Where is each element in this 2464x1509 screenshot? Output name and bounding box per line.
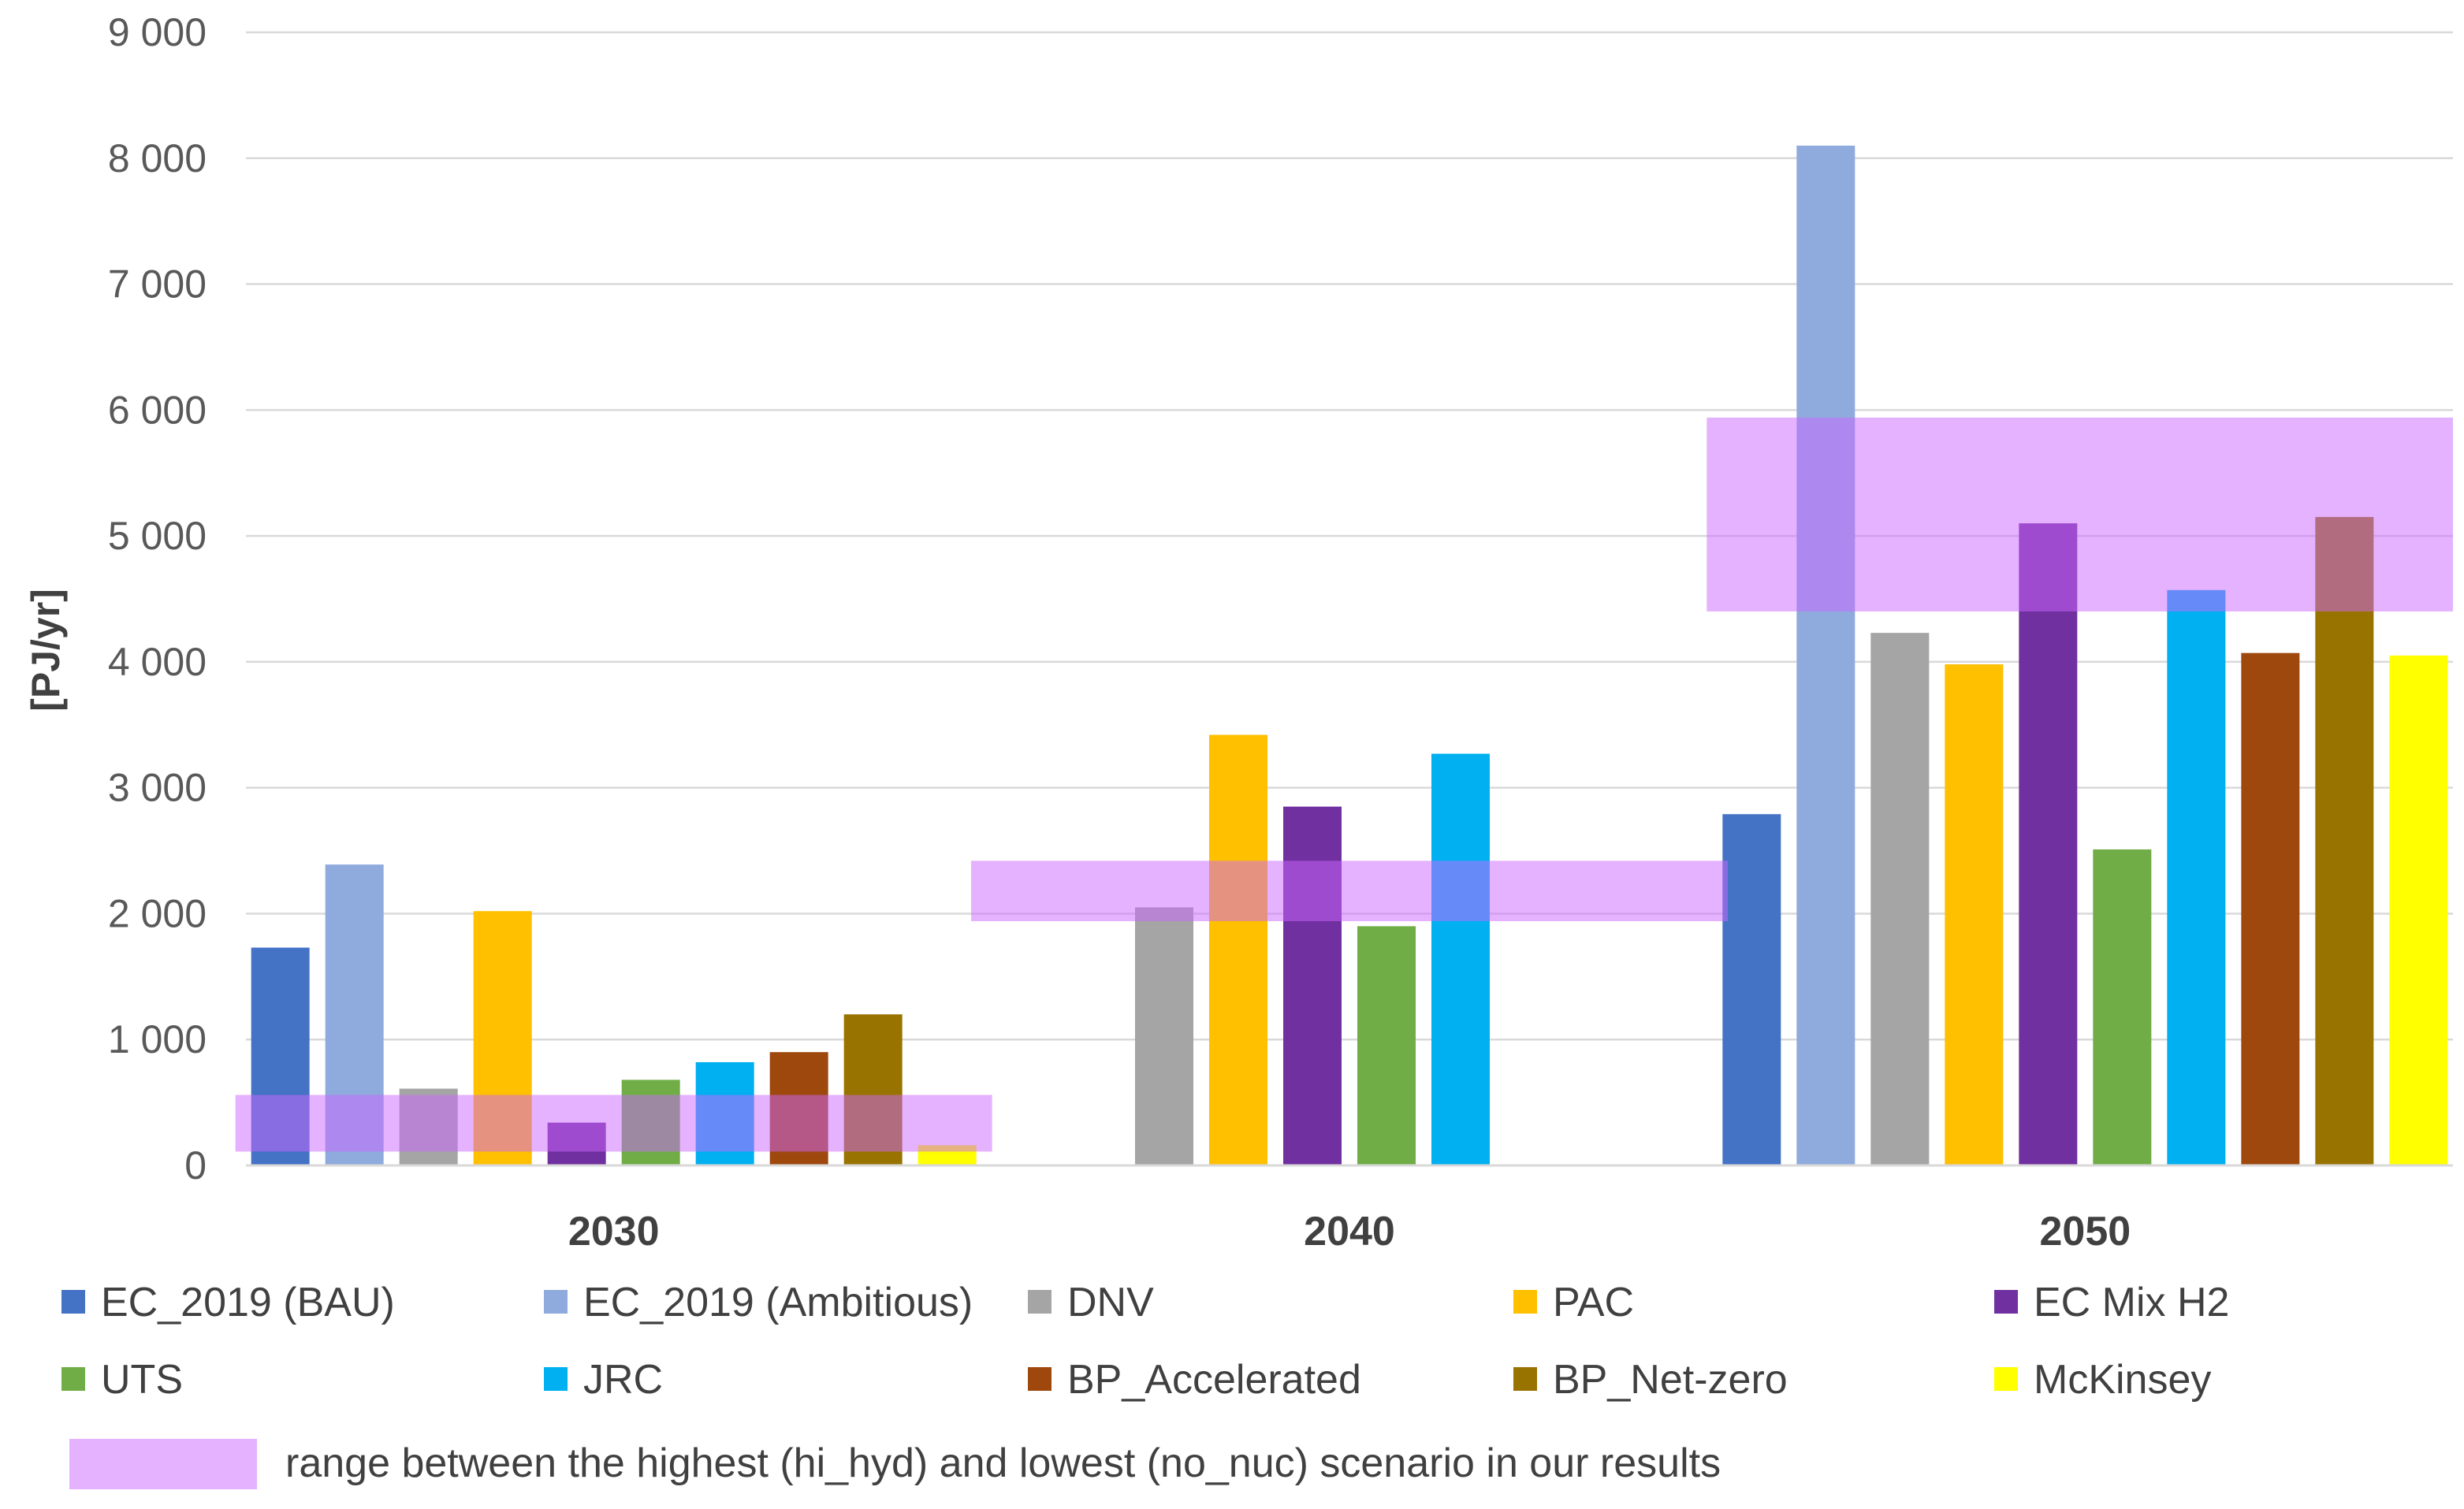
gridlines (246, 31, 2453, 1041)
legend-swatch-7 (1028, 1367, 1051, 1391)
bar-2040-5 (1357, 926, 1416, 1165)
legend-label: EC_2019 (Ambitious) (583, 1280, 973, 1325)
bar-2050-6 (2167, 589, 2226, 1165)
category-label: 2030 (568, 1209, 660, 1254)
legend-swatch-8 (1513, 1367, 1537, 1391)
legend-label: PAC (1553, 1280, 1634, 1325)
y-tick-label: 9 000 (108, 10, 207, 54)
legend: EC_2019 (BAU) EC_2019 (Ambitious) DNV PAC EC… (61, 1280, 2229, 1489)
bar-2050-2 (1870, 633, 1930, 1165)
range-band-2030 (235, 1095, 992, 1152)
bar-2050-9 (2389, 655, 2448, 1165)
legend-range-label: range between the highest (hi_hyd) and l… (285, 1440, 1721, 1486)
legend-swatch-0 (61, 1290, 85, 1314)
legend-swatch-6 (544, 1367, 568, 1391)
category-label: 2040 (1304, 1209, 1395, 1254)
legend-swatch-3 (1513, 1290, 1537, 1314)
legend-label: EC Mix H2 (2034, 1280, 2229, 1325)
bar-2050-3 (1945, 664, 2004, 1165)
legend-swatch-1 (544, 1290, 568, 1314)
y-axis-ticks: 0 1 000 2 000 3 000 4 000 5 000 6 000 7 000 8 00… (108, 10, 207, 1188)
y-tick-label: 4 000 (108, 640, 207, 684)
bar-2040-2 (1135, 907, 1193, 1165)
range-band-2040 (971, 860, 1728, 922)
legend-label: EC_2019 (BAU) (101, 1280, 395, 1325)
y-tick-label: 0 (184, 1143, 207, 1188)
bar-2050-8 (2315, 517, 2374, 1165)
legend-swatch-2 (1028, 1290, 1051, 1314)
y-tick-label: 3 000 (108, 766, 207, 810)
range-bands (235, 417, 2453, 1152)
legend-label: UTS (101, 1357, 183, 1403)
legend-label: McKinsey (2034, 1357, 2211, 1403)
legend-range-swatch (69, 1439, 257, 1489)
y-tick-label: 8 000 (108, 136, 207, 180)
bar-2050-1 (1796, 145, 1855, 1165)
bars (251, 145, 2448, 1165)
bar-2050-7 (2241, 652, 2300, 1165)
bar-2040-4 (1283, 806, 1342, 1165)
x-axis-categories: 2030 2040 2050 (568, 1209, 2131, 1254)
y-tick-label: 1 000 (108, 1017, 207, 1061)
bar-2050-4 (2019, 523, 2078, 1165)
bar-2050-5 (2093, 849, 2152, 1165)
y-tick-label: 5 000 (108, 514, 207, 558)
legend-label: DNV (1067, 1280, 1154, 1325)
legend-label: BP_Net-zero (1553, 1357, 1788, 1403)
legend-swatch-5 (61, 1367, 85, 1391)
y-tick-label: 6 000 (108, 388, 207, 432)
y-tick-label: 2 000 (108, 891, 207, 935)
bar-2050-0 (1722, 814, 1781, 1165)
legend-swatch-9 (1994, 1367, 2018, 1391)
legend-label: BP_Accelerated (1067, 1357, 1361, 1403)
bar-2040-3 (1209, 734, 1267, 1165)
range-band-2050 (1707, 417, 2453, 611)
legend-label: JRC (583, 1357, 663, 1403)
category-label: 2050 (2039, 1209, 2131, 1254)
legend-swatch-4 (1994, 1290, 2018, 1314)
y-axis-label: [PJ/yr] (24, 589, 68, 712)
y-tick-label: 7 000 (108, 262, 207, 307)
bar-2040-6 (1431, 753, 1490, 1165)
